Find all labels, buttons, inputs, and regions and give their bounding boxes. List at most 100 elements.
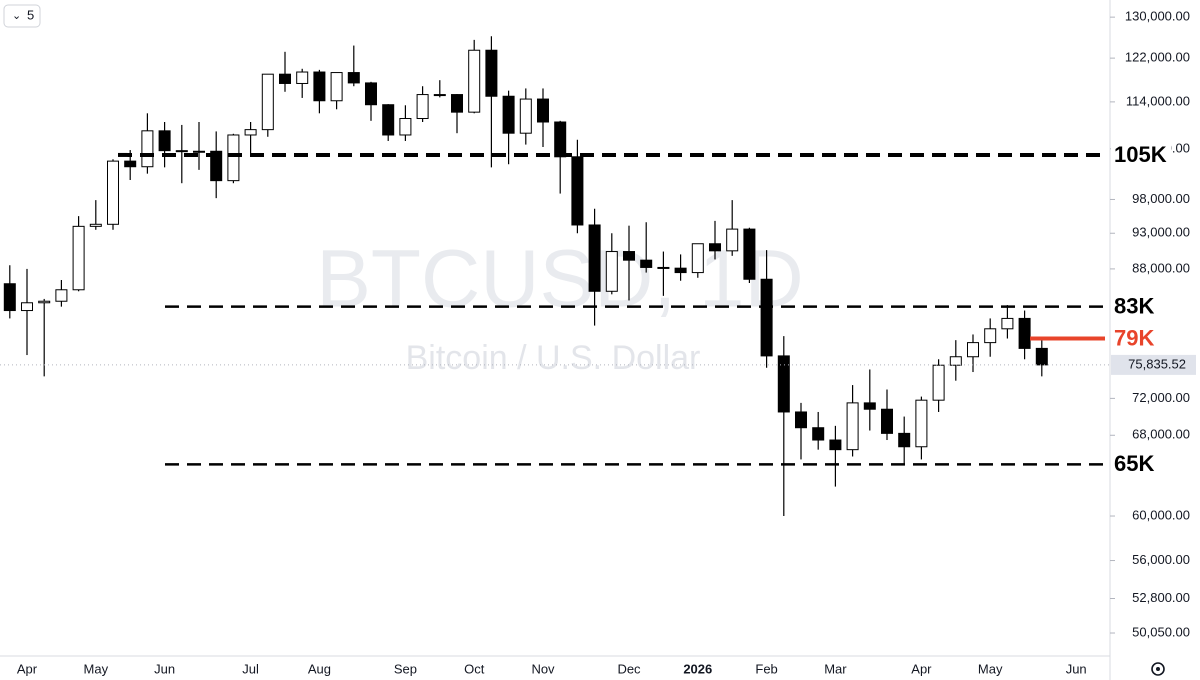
- badge-arrow[interactable]: ⌄: [12, 10, 21, 22]
- x-tick-label: Sep: [394, 661, 417, 676]
- gear[interactable]: [1151, 662, 1165, 676]
- level-label: 79K: [1114, 325, 1154, 350]
- x-tick-label: Apr: [17, 661, 38, 676]
- candle-body: [949, 356, 962, 366]
- y-tick-label: 93,000.00: [1132, 225, 1190, 240]
- x-tick-label: 2026: [683, 661, 712, 676]
- candle-body: [450, 94, 464, 113]
- y-tick-label: 72,000.00: [1132, 390, 1190, 405]
- candle-body: [502, 95, 515, 134]
- candle-body: [640, 259, 653, 268]
- y-tick-label: 52,800.00: [1132, 590, 1190, 605]
- candle-body: [880, 408, 894, 434]
- candle-body: [1001, 317, 1014, 330]
- level-label: 65K: [1114, 451, 1154, 476]
- candle-body: [743, 228, 756, 280]
- level-label-bg: [1111, 324, 1171, 353]
- candle-body: [296, 71, 309, 84]
- candle-body: [72, 225, 85, 291]
- y-tick-label: 130,000.00: [1125, 9, 1190, 24]
- y-tick-label: 88,000.00: [1132, 260, 1190, 275]
- candle-body: [588, 224, 601, 292]
- y-tick-label: 50,050.00: [1132, 624, 1190, 639]
- level-label-bg: [1111, 450, 1171, 479]
- candle-body: [347, 72, 360, 84]
- y-tick-label: 122,000.00: [1125, 50, 1190, 65]
- candle-body: [966, 342, 980, 358]
- candle-body: [605, 251, 618, 292]
- candle-body: [915, 399, 928, 448]
- candle-body: [106, 160, 120, 225]
- candle-body: [777, 355, 790, 413]
- candle-body: [846, 402, 859, 451]
- candle-body: [468, 49, 481, 113]
- x-tick-label: Jun: [154, 661, 175, 676]
- y-tick-label: 56,000.00: [1132, 552, 1190, 567]
- candle-body: [674, 267, 687, 274]
- watermark-subtitle: Bitcoin / U.S. Dollar: [406, 339, 701, 377]
- x-tick-label: Feb: [755, 661, 777, 676]
- candle-body: [38, 300, 51, 304]
- x-tick-label: Jun: [1066, 661, 1087, 676]
- y-tick-label: 114,000.00: [1126, 93, 1190, 108]
- candle-body: [863, 402, 876, 410]
- level-label: 83K: [1114, 293, 1154, 318]
- candle-body: [691, 243, 704, 274]
- x-tick-label: Apr: [911, 661, 932, 676]
- last-price-box: [1111, 354, 1196, 375]
- level-label: 105K: [1114, 142, 1167, 167]
- candle-body: [898, 432, 911, 448]
- candle-body: [261, 73, 274, 131]
- x-tick-label: Oct: [464, 661, 485, 676]
- last-price-label: 75,835.52: [1128, 356, 1186, 371]
- candle-body: [382, 104, 395, 136]
- candle-body: [829, 439, 842, 451]
- candle-body: [760, 278, 773, 357]
- candle-body: [364, 82, 378, 106]
- candle-body: [726, 228, 739, 252]
- candle-body: [433, 94, 446, 97]
- candle-body: [984, 328, 997, 344]
- candle-body: [175, 150, 188, 153]
- interval-badge[interactable]: ⌄ 5: [3, 4, 41, 28]
- settings-icon[interactable]: [1151, 662, 1165, 676]
- level-label-bg: [1111, 140, 1171, 169]
- x-tick-label: May: [978, 661, 1003, 676]
- watermark-title: BTCUSD, 1D: [316, 234, 804, 325]
- x-tick-label: Nov: [531, 661, 555, 676]
- candle-body: [158, 130, 171, 152]
- candle-body: [192, 150, 206, 153]
- x-tick-label: May: [84, 661, 109, 676]
- candle-body: [55, 289, 68, 302]
- candle-body: [571, 156, 584, 226]
- level-label-bg: [1111, 292, 1171, 321]
- candle-body: [519, 98, 532, 134]
- candle-body: [124, 160, 137, 168]
- candle-body: [399, 118, 412, 136]
- candle-body: [1018, 317, 1031, 349]
- badge-box[interactable]: [3, 4, 41, 28]
- candle-body: [485, 49, 498, 97]
- candle-body: [794, 411, 808, 429]
- candle-body: [554, 121, 567, 158]
- candle-body: [141, 130, 154, 168]
- y-tick-label: 98,000.00: [1132, 191, 1190, 206]
- gear-center[interactable]: [1156, 667, 1160, 671]
- y-tick-label: 60,000.00: [1132, 507, 1190, 522]
- candle-body: [244, 129, 257, 136]
- candle-body: [278, 73, 292, 84]
- badge-text[interactable]: 5: [27, 7, 34, 22]
- candle-body: [622, 251, 636, 261]
- candle-body: [708, 243, 722, 252]
- candle-body: [330, 72, 343, 102]
- candle-body: [20, 302, 34, 312]
- candle-body: [210, 150, 223, 182]
- x-tick-label: Dec: [617, 661, 641, 676]
- candle-body: [536, 98, 550, 123]
- x-tick-label: Mar: [824, 661, 847, 676]
- candle-body: [932, 364, 945, 401]
- candle-body: [89, 223, 102, 227]
- candle-body: [657, 266, 670, 269]
